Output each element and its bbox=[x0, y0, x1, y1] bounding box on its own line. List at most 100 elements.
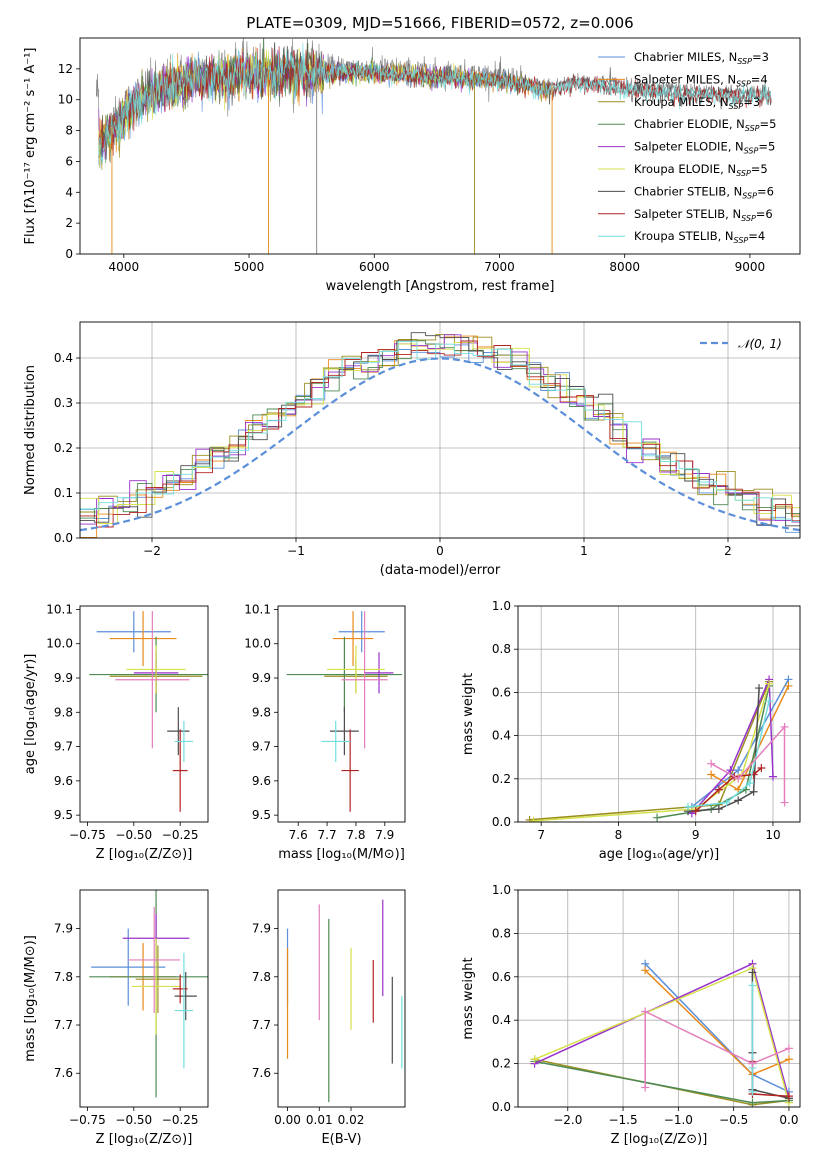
y-tick-label: 1.0 bbox=[492, 883, 511, 897]
mass-weight-marker bbox=[525, 815, 534, 822]
mass-weight-marker bbox=[745, 779, 754, 788]
mass-weight-marker bbox=[734, 774, 743, 783]
y-tick-label: 9.6 bbox=[252, 774, 271, 788]
x-axis-label: wavelength [Angstrom, rest frame] bbox=[326, 279, 555, 294]
y-tick-label: 10.1 bbox=[244, 602, 271, 616]
legend-subscript: SSP bbox=[737, 57, 752, 66]
x-tick-label: 0.0 bbox=[779, 1113, 798, 1127]
mass-weight-marker bbox=[748, 1059, 757, 1068]
y-tick-label: 0.0 bbox=[492, 815, 511, 829]
y-tick-label: 10.1 bbox=[46, 602, 73, 616]
y-tick-label: 8 bbox=[65, 124, 73, 138]
mass-weight-line bbox=[534, 967, 790, 1103]
x-tick-label: 0 bbox=[436, 544, 444, 558]
x-tick-label: 0.00 bbox=[274, 1113, 301, 1127]
legend-subscript: SSP bbox=[745, 124, 760, 133]
plot-frame bbox=[79, 321, 801, 539]
legend-label: Salpeter STELIB, NSSP=6 bbox=[634, 207, 773, 223]
plot-frame bbox=[79, 889, 209, 1108]
mass-weight-marker bbox=[734, 796, 743, 805]
mass-weight-marker bbox=[691, 807, 700, 816]
plot-frame bbox=[517, 889, 801, 1108]
legend-label: Salpeter ELODIE, NSSP=5 bbox=[634, 140, 775, 156]
y-tick-label: 7.7 bbox=[252, 1018, 271, 1032]
mass-weight-marker bbox=[784, 1055, 793, 1064]
y-tick-label: 7.6 bbox=[54, 1066, 73, 1080]
age-vs-mass-panel: 7.6 7.7 7.8 7.9 9.5 9.6 9.7 9.8 9.9 10.0 10.1 mass … bbox=[244, 602, 406, 862]
x-tick-label: −1 bbox=[287, 544, 305, 558]
spectrum-panel: 4000 5000 6000 7000 8000 9000 0 2 4 6 8 10 12 wavelen… bbox=[23, 37, 801, 294]
mass-weight-line bbox=[644, 1010, 790, 1088]
plot-area bbox=[530, 959, 793, 1107]
mass-weight-line bbox=[691, 679, 790, 808]
mass-weight-marker bbox=[707, 759, 716, 768]
x-tick-label: 6000 bbox=[359, 260, 390, 274]
histogram-salpeter-stelib bbox=[80, 340, 800, 538]
y-tick-label: 12 bbox=[58, 62, 73, 76]
figure-title: PLATE=0309, MJD=51666, FIBERID=0572, z=0… bbox=[246, 14, 633, 32]
legend-subscript: SSP bbox=[742, 191, 757, 200]
y-tick-label: 0.4 bbox=[54, 351, 73, 365]
y-tick-label: 10.0 bbox=[244, 637, 271, 651]
y-tick-label: 9.7 bbox=[252, 740, 271, 754]
x-tick-label: 0.01 bbox=[306, 1113, 333, 1127]
plot-area bbox=[525, 675, 793, 822]
y-tick-label: 10.0 bbox=[46, 637, 73, 651]
mass-weight-marker bbox=[714, 805, 723, 814]
mass-weight-line bbox=[534, 962, 790, 1099]
x-axis-label: Z [log₁₀(Z/Z⊙)] bbox=[96, 847, 193, 862]
mass-weight-marker bbox=[757, 764, 766, 772]
y-tick-label: 7.9 bbox=[54, 922, 73, 936]
histogram-chabrier-stelib bbox=[80, 332, 800, 538]
x-tick-label: 7000 bbox=[484, 260, 515, 274]
x-tick-label: −1.5 bbox=[608, 1113, 637, 1127]
mass-weight-line bbox=[656, 685, 770, 819]
y-axis-label: mass weight bbox=[461, 957, 476, 1039]
legend-text: Kroupa MILES, N bbox=[634, 95, 729, 109]
x-tick-label: −0.75 bbox=[69, 1113, 106, 1127]
y-tick-label: 0.6 bbox=[492, 685, 511, 699]
mass-weight-marker bbox=[784, 1092, 793, 1101]
legend-subscript: SSP bbox=[736, 169, 751, 178]
legend-value: =5 bbox=[760, 117, 777, 131]
legend-subscript: SSP bbox=[729, 102, 744, 111]
y-tick-label: 7.7 bbox=[54, 1018, 73, 1032]
x-tick-label: 2 bbox=[724, 544, 732, 558]
y-tick-label: 0.6 bbox=[492, 970, 511, 984]
x-tick-label: −2.0 bbox=[553, 1113, 582, 1127]
mass-weight-line bbox=[687, 700, 770, 808]
y-tick-label: 0.8 bbox=[492, 926, 511, 940]
legend-value: =5 bbox=[751, 162, 768, 176]
plot-area bbox=[96, 38, 772, 254]
legend-text: Salpeter MILES, N bbox=[634, 72, 736, 86]
x-axis-label: E(B-V) bbox=[321, 1132, 361, 1147]
mass-weight-line bbox=[529, 681, 770, 821]
legend-text: Chabrier STELIB, N bbox=[634, 184, 742, 198]
legend-label: Chabrier MILES, NSSP=3 bbox=[634, 50, 769, 66]
legend-value: =4 bbox=[751, 72, 768, 86]
x-axis-label: (data-model)/error bbox=[380, 563, 501, 578]
model-line-chabrier-stelib bbox=[98, 38, 772, 160]
x-tick-label: −0.50 bbox=[115, 1113, 152, 1127]
legend-text: Kroupa STELIB, N bbox=[634, 229, 734, 243]
y-tick-label: 1.0 bbox=[492, 599, 511, 613]
plot-area bbox=[286, 899, 403, 1103]
legend-subscript: SSP bbox=[736, 79, 751, 88]
plot-frame bbox=[79, 37, 801, 255]
y-tick-label: 9.8 bbox=[252, 705, 271, 719]
legend-value: =6 bbox=[756, 207, 773, 221]
legend-text: Salpeter STELIB, N bbox=[634, 207, 741, 221]
mass-weight-line bbox=[534, 1058, 789, 1106]
y-axis-label: Flux [fλ10⁻¹⁷ erg cm⁻² s⁻¹ A⁻¹] bbox=[23, 48, 38, 245]
mass-weight-marker bbox=[726, 766, 735, 775]
mass-weight-line bbox=[710, 725, 786, 803]
mass-weight-vs-age-panel: 7 8 9 10 0.0 0.2 0.4 0.6 0.8 1.0 age [log₁₀(age/yr… bbox=[461, 599, 801, 862]
y-tick-label: 0.0 bbox=[54, 531, 73, 545]
x-tick-label: 8000 bbox=[609, 260, 640, 274]
plot-area bbox=[286, 611, 403, 812]
mass-weight-marker bbox=[749, 787, 758, 796]
x-tick-label: 7 bbox=[537, 828, 545, 842]
model-line-kroupa-stelib bbox=[98, 42, 772, 163]
x-axis-label: age [log₁₀(age/yr)] bbox=[599, 847, 720, 862]
